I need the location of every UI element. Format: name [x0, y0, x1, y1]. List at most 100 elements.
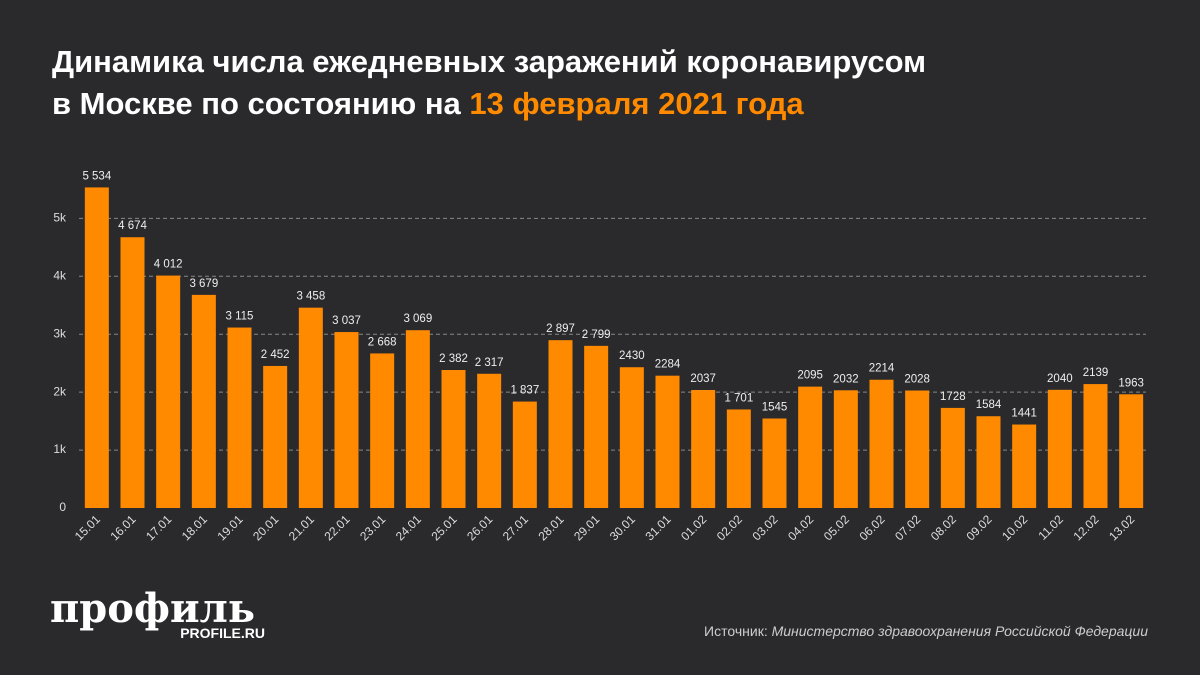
value-label: 2 452	[261, 349, 290, 361]
value-label: 2037	[690, 373, 716, 385]
bar	[477, 373, 502, 508]
bar	[1083, 384, 1108, 508]
bar	[512, 401, 537, 508]
value-label: 3 069	[403, 313, 432, 325]
value-label: 2032	[833, 373, 859, 385]
x-tick-label: 02.02	[714, 512, 745, 543]
value-label: 1963	[1118, 377, 1144, 389]
x-tick-label: 11.02	[1035, 512, 1066, 543]
x-tick-label: 19.01	[214, 512, 245, 543]
bar	[548, 340, 573, 508]
bar	[156, 275, 181, 508]
x-tick-label: 13.02	[1106, 512, 1137, 543]
value-label: 2095	[797, 370, 823, 382]
x-tick-label: 28.01	[535, 512, 566, 543]
bar	[1119, 394, 1144, 508]
x-tick-label: 27.01	[500, 512, 531, 543]
bar	[940, 407, 965, 508]
x-tick-label: 08.02	[928, 512, 959, 543]
bar	[334, 332, 359, 508]
bar	[298, 307, 323, 508]
value-label: 5 534	[82, 170, 111, 182]
value-label: 3 115	[226, 311, 254, 323]
bar	[263, 365, 288, 508]
bar	[976, 416, 1001, 508]
bar	[619, 367, 644, 508]
bar	[1047, 389, 1072, 508]
x-tick-label: 06.02	[856, 512, 887, 543]
bar	[798, 386, 823, 508]
value-label: 4 012	[154, 259, 183, 271]
chart-title: в Москве по состоянию на 13 февраля 2021…	[52, 86, 804, 121]
logo: профиль	[50, 585, 255, 632]
value-label: 1 701	[724, 392, 753, 404]
bar	[191, 294, 216, 508]
bar	[120, 237, 145, 508]
source: Источник: Министерство здравоохранения Р…	[704, 623, 1148, 639]
value-label: 1584	[976, 399, 1002, 411]
value-label: 2139	[1083, 367, 1109, 379]
bar	[1012, 424, 1037, 508]
value-label: 2 382	[439, 353, 468, 365]
x-tick-label: 24.01	[393, 512, 424, 543]
value-label: 2430	[619, 350, 645, 362]
x-tick-label: 03.02	[749, 512, 780, 543]
source-label: Источник:	[704, 623, 768, 639]
y-tick-label: 1k	[53, 442, 67, 456]
value-label: 2 317	[475, 357, 504, 369]
bar	[441, 370, 466, 508]
x-tick-label: 23.01	[357, 512, 388, 543]
value-label: 2 668	[368, 336, 397, 348]
y-tick-label: 5k	[53, 211, 67, 225]
x-tick-label: 20.01	[250, 512, 281, 543]
bar	[227, 327, 252, 508]
x-tick-label: 09.02	[963, 512, 994, 543]
value-label: 3 679	[189, 278, 218, 290]
x-tick-label: 04.02	[785, 512, 816, 543]
bar	[726, 409, 751, 508]
x-tick-label: 07.02	[892, 512, 923, 543]
value-label: 1545	[762, 401, 788, 413]
value-label: 3 458	[296, 291, 325, 303]
x-tick-label: 25.01	[428, 512, 459, 543]
logo-site: PROFILE.RU	[180, 625, 265, 641]
x-tick-label: 21.01	[286, 512, 317, 543]
value-label: 2028	[904, 374, 930, 386]
x-tick-label: 01.02	[678, 512, 709, 543]
bar	[691, 389, 716, 508]
value-label: 2 799	[582, 329, 611, 341]
chart-title: Динамика числа ежедневных заражений коро…	[52, 44, 926, 79]
chart-title-part: в Москве по состоянию на	[52, 86, 462, 121]
value-label: 4 674	[118, 220, 147, 232]
x-tick-label: 29.01	[571, 512, 602, 543]
chart-title-date: 13 февраля 2021 года	[469, 86, 804, 121]
source-text: Министерство здравоохранения Российской …	[772, 623, 1149, 639]
x-tick-label: 18.01	[179, 512, 210, 543]
x-tick-label: 26.01	[464, 512, 495, 543]
x-tick-label: 30.01	[607, 512, 638, 543]
value-label: 3 037	[332, 315, 361, 327]
value-label: 1 837	[510, 385, 539, 397]
bar	[405, 330, 430, 508]
x-tick-label: 16.01	[107, 512, 138, 543]
value-label: 2 897	[546, 323, 575, 335]
y-tick-label: 2k	[53, 384, 67, 398]
x-tick-label: 12.02	[1070, 512, 1101, 543]
bar	[370, 353, 395, 508]
x-tick-label: 22.01	[321, 512, 352, 543]
value-label: 1728	[940, 391, 966, 403]
x-tick-label: 05.02	[821, 512, 852, 543]
bar	[869, 379, 894, 508]
y-tick-label: 4k	[53, 268, 67, 282]
y-tick-label: 0	[59, 500, 66, 514]
bar	[833, 390, 858, 508]
value-label: 2040	[1047, 373, 1073, 385]
y-tick-label: 3k	[53, 326, 67, 340]
bar	[584, 345, 609, 508]
x-tick-label: 31.01	[642, 512, 673, 543]
bar	[655, 375, 680, 508]
value-label: 2214	[869, 363, 895, 375]
x-tick-label: 17.01	[143, 512, 174, 543]
bar	[762, 418, 787, 508]
value-label: 2284	[655, 359, 681, 371]
